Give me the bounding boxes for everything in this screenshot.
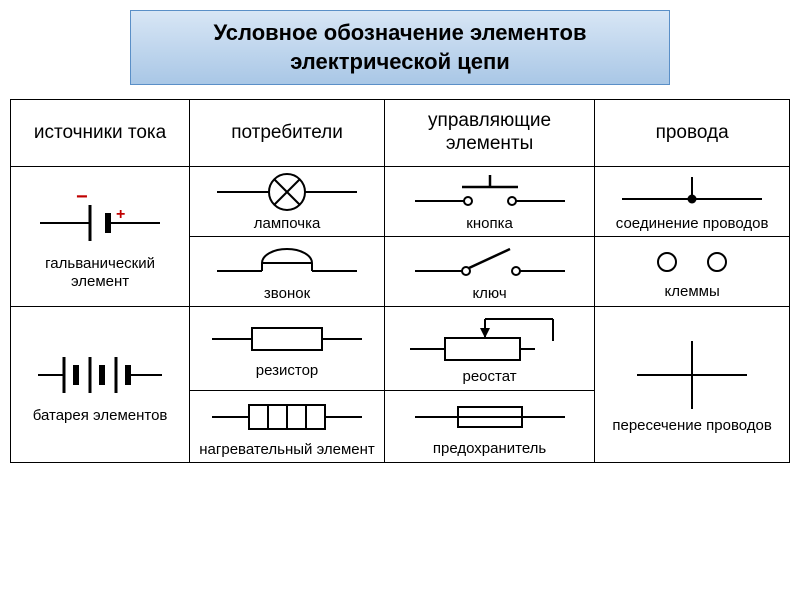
svg-text:−: −: [76, 186, 88, 208]
resistor-icon: [207, 318, 367, 360]
header-controls: управляющие элементы: [384, 100, 594, 167]
fuse-label: предохранитель: [433, 440, 546, 457]
cell-fuse: предохранитель: [384, 390, 594, 462]
heater-icon: [207, 395, 367, 439]
cell-resistor: резистор: [190, 307, 385, 390]
terminals-icon: [627, 243, 757, 281]
crossing-label: пересечение проводов: [612, 417, 772, 434]
bell-label: звонок: [264, 285, 310, 302]
cell-crossing: пересечение проводов: [595, 307, 790, 463]
switch-label: ключ: [472, 285, 506, 302]
terminals-label: клеммы: [665, 283, 720, 300]
cell-bell: звонок: [190, 237, 385, 307]
symbols-table: источники тока потребители управляющие э…: [10, 99, 790, 463]
header-consumers: потребители: [190, 100, 385, 167]
page-title: Условное обозначение элементов электриче…: [130, 10, 670, 85]
lamp-label: лампочка: [254, 215, 321, 232]
header-wires: провода: [595, 100, 790, 167]
battery-icon: [30, 345, 170, 405]
cell-lamp: лампочка: [190, 166, 385, 236]
svg-text:+: +: [116, 206, 125, 223]
junction-icon: [617, 171, 767, 213]
switch-icon: [410, 241, 570, 283]
cell-galvanic: − + гальванический элемент: [11, 166, 190, 307]
bell-icon: [212, 241, 362, 283]
cell-rheostat: реостат: [384, 307, 594, 390]
rheostat-icon: [405, 311, 575, 366]
fuse-icon: [410, 396, 570, 438]
cell-button: кнопка: [384, 166, 594, 236]
junction-label: соединение проводов: [616, 215, 769, 232]
battery-label: батарея элементов: [33, 407, 168, 424]
cell-switch: ключ: [384, 237, 594, 307]
cell-junction: соединение проводов: [595, 166, 790, 236]
crossing-icon: [627, 335, 757, 415]
rheostat-label: реостат: [463, 368, 517, 385]
resistor-label: резистор: [256, 362, 319, 379]
cell-battery: батарея элементов: [11, 307, 190, 463]
header-sources: источники тока: [11, 100, 190, 167]
button-icon: [410, 171, 570, 213]
button-label: кнопка: [466, 215, 513, 232]
galvanic-label: гальванический элемент: [15, 255, 185, 290]
heater-label: нагревательный элемент: [199, 441, 375, 458]
lamp-icon: [212, 171, 362, 213]
cell-heater: нагревательный элемент: [190, 390, 385, 462]
galvanic-cell-icon: − +: [30, 183, 170, 253]
cell-terminals: клеммы: [595, 237, 790, 307]
